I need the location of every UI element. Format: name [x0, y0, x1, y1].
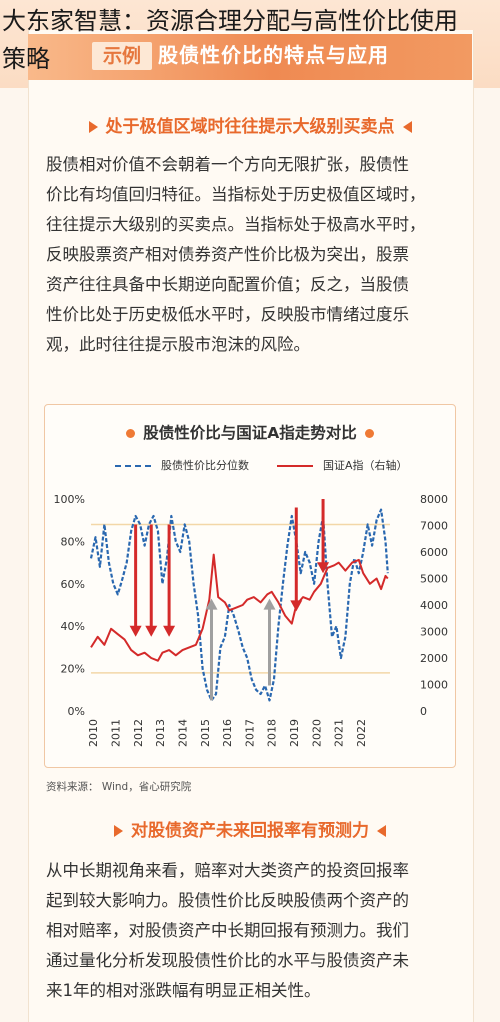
series-line-index [90, 553, 389, 662]
triangle-right-icon [88, 121, 98, 133]
chart-plot: 0% 20% 40% 60% 80% 100% 0 1000 2000 3000 4000 5000 6… [54, 493, 448, 747]
x-tick-label: 2021 [333, 719, 346, 747]
x-tick-label: 2017 [243, 719, 256, 747]
arrow-up-icon [263, 598, 276, 610]
section2-heading-text: 对股债资产未来回报率有预测力 [131, 821, 369, 841]
x-tick-label: 2020 [310, 719, 323, 747]
x-tick-label: 2011 [110, 719, 123, 747]
y-right-tick-label: 0 [420, 705, 427, 718]
arrow-down-icon [145, 625, 158, 637]
x-tick-label: 2022 [355, 719, 368, 747]
y-left-tick-label: 40% [61, 620, 85, 633]
arrow-down-icon [129, 625, 142, 637]
arrow-down-icon [317, 562, 330, 574]
y-right-tick-label: 1000 [420, 679, 448, 692]
x-tick-label: 2012 [132, 719, 145, 747]
legend-label: 国证A指（右轴） [323, 459, 408, 472]
dashed-line-icon [115, 465, 151, 467]
y-left-tick-label: 20% [61, 663, 85, 676]
overlay-title-line2: 策略 [2, 45, 50, 73]
paragraph-line: 资产往往具备中长期逆向配置价值；反之，当股债 [46, 275, 409, 294]
y-left-tick-label: 80% [61, 535, 85, 548]
y-right-tick-label: 5000 [420, 573, 448, 586]
x-tick-label: 2018 [266, 719, 279, 747]
overlay-title-line1: 大东家智慧：资源合理分配与高性价比使用 [2, 7, 458, 35]
paragraph-line: 价比有均值回归特征。当指标处于历史极值区域时， [46, 185, 426, 204]
section1-paragraph: 股债相对价值不会朝着一个方向无限扩张，股债性 价比有均值回归特征。当指标处于历史… [46, 150, 460, 360]
triangle-right-icon [114, 825, 123, 837]
banner-tag: 示例 [92, 42, 152, 70]
section2-heading: 对股债资产未来回报率有预测力 [28, 816, 472, 841]
triangle-left-icon [377, 825, 386, 837]
paragraph-line: 起到较大影响力。股债性价比反映股债两个资产的 [46, 891, 409, 910]
section1-heading-text: 处于极值区域时往往提示大级别买卖点 [105, 117, 395, 137]
paragraph-line: 性价比处于历史极低水平时，反映股市情绪过度乐 [46, 305, 409, 324]
paragraph-line: 相对赔率，对股债资产中长期回报有预测力。我们 [46, 921, 409, 940]
solid-line-icon [277, 465, 313, 467]
legend-label: 股债性价比分位数 [161, 459, 249, 472]
bullet-dot-icon [126, 429, 136, 438]
paragraph-line: 观，此时往往提示股市泡沫的风险。 [46, 335, 310, 354]
source-note: 资料来源： Wind，省心研究院 [46, 781, 192, 793]
legend-item-red: 国证A指（右轴） [277, 457, 408, 473]
banner-title: 股债性价比的特点与应用 [158, 43, 389, 67]
x-tick-label: 2015 [199, 719, 212, 747]
paragraph-line: 来1年的相对涨跌幅有明显正相关性。 [46, 981, 321, 1000]
arrow-down-icon [290, 600, 303, 612]
chart-title: 股债性价比与国证A指走势对比 [45, 421, 455, 443]
arrow-up-icon [205, 598, 218, 610]
x-tick-label: 2013 [154, 719, 167, 747]
x-tick-label: 2014 [176, 719, 189, 747]
section2-paragraph: 从中长期视角来看，赔率对大类资产的投资回报率 起到较大影响力。股债性价比反映股债… [46, 856, 460, 1006]
chart-box: 股债性价比与国证A指走势对比 股债性价比分位数 国证A指（右轴） 0% 20% 40… [44, 404, 456, 768]
series-line-ratio [89, 508, 389, 702]
y-right-tick-label: 8000 [420, 493, 448, 506]
y-right-tick-label: 6000 [420, 546, 448, 559]
paragraph-line: 往往提示大级别的买卖点。当指标处于极高水平时， [46, 215, 426, 234]
y-left-tick-label: 0% [68, 705, 85, 718]
paragraph-line: 通过量化分析发现股债性价比的水平与股债资产未 [46, 951, 409, 970]
paragraph-line: 股债相对价值不会朝着一个方向无限扩张，股债性 [46, 155, 409, 174]
x-tick-label: 2016 [221, 719, 234, 747]
section1-heading: 处于极值区域时往往提示大级别买卖点 [28, 112, 472, 137]
chart-title-text: 股债性价比与国证A指走势对比 [143, 424, 357, 442]
y-right-tick-label: 2000 [420, 652, 448, 665]
x-tick-label: 2019 [288, 719, 301, 747]
legend-item-blue: 股债性价比分位数 [115, 457, 249, 473]
paragraph-line: 反映股票资产相对债券资产性价比极为突出，股票 [46, 245, 409, 264]
paragraph-line: 从中长期视角来看，赔率对大类资产的投资回报率 [46, 861, 409, 880]
arrow-down-icon [163, 625, 176, 637]
x-tick-label: 2010 [87, 719, 100, 747]
y-left-tick-label: 60% [61, 578, 85, 591]
y-right-tick-label: 4000 [420, 599, 448, 612]
y-left-tick-label: 100% [54, 493, 85, 506]
triangle-left-icon [402, 121, 412, 133]
y-right-tick-label: 3000 [420, 626, 448, 639]
bullet-dot-icon [364, 429, 374, 438]
y-right-tick-label: 7000 [420, 520, 448, 533]
